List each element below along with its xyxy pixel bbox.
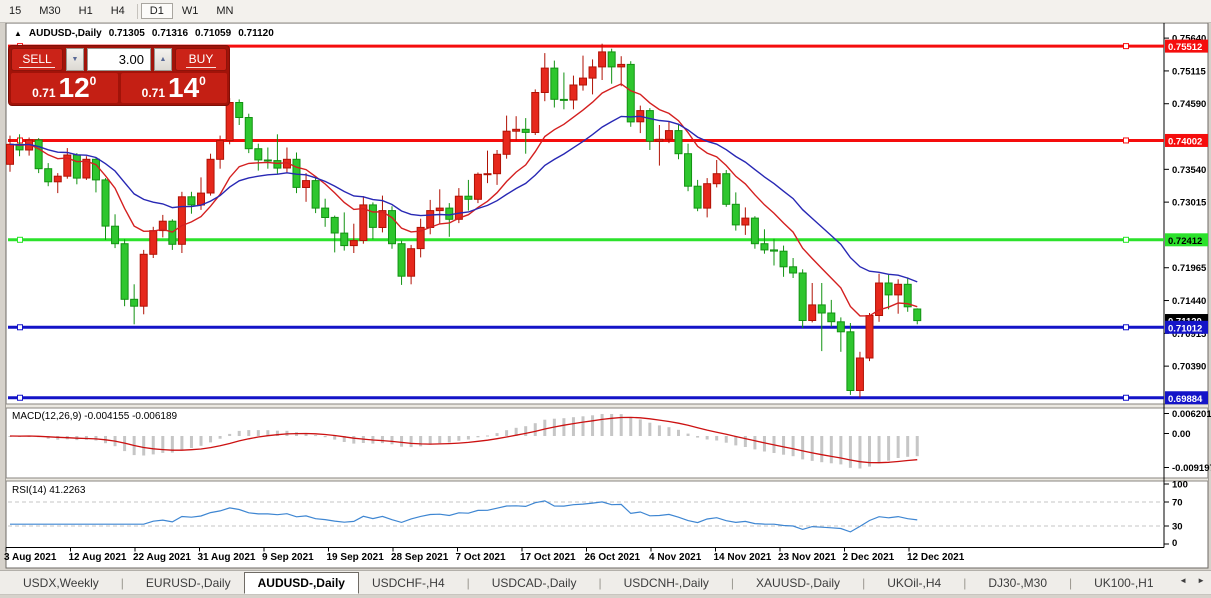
svg-text:12 Aug 2021: 12 Aug 2021 (69, 552, 127, 563)
tab-usdcnh-daily[interactable]: USDCNH-,Daily (587, 574, 719, 592)
tab-eurusd-daily[interactable]: EURUSD-,Daily (110, 574, 242, 592)
svg-text:0.75115: 0.75115 (1172, 66, 1207, 77)
sell-button-label: SELL (19, 52, 55, 68)
toolbar-separator (136, 3, 138, 19)
buy-price-prefix: 0.71 (141, 86, 165, 100)
svg-text:0.72412: 0.72412 (1168, 236, 1202, 247)
volume-increase-button[interactable]: ▲ (154, 48, 172, 71)
svg-text:RSI(14) 41.2263: RSI(14) 41.2263 (12, 485, 86, 496)
sell-price-prefix: 0.71 (32, 86, 56, 100)
timeframe-w1[interactable]: W1 (181, 5, 199, 17)
svg-text:0: 0 (1172, 538, 1177, 549)
svg-text:26 Oct 2021: 26 Oct 2021 (585, 552, 641, 563)
svg-text:17 Oct 2021: 17 Oct 2021 (520, 552, 576, 563)
ohlc-high: 0.71316 (151, 28, 189, 39)
timeframe-m15[interactable]: 15 (9, 5, 22, 17)
sell-button[interactable]: SELL (11, 48, 63, 71)
svg-text:3 Aug 2021: 3 Aug 2021 (4, 552, 57, 563)
volume-input[interactable] (87, 48, 151, 71)
tab-scroll-right-icon[interactable]: ► (1197, 576, 1205, 585)
chart-canvas[interactable]: 0.756400.751150.745900.735400.730150.719… (0, 0, 1211, 570)
ohlc-open: 0.71305 (108, 28, 145, 39)
buy-button-label: BUY (185, 52, 217, 68)
svg-text:19 Sep 2021: 19 Sep 2021 (327, 552, 385, 563)
one-click-trading-panel: SELL ▼ ▲ BUY 0.71 12 0 0.71 14 0 (8, 45, 230, 106)
timeframe-toolbar: 15 M30 H1 H4 D1 W1 MN (0, 0, 1211, 23)
date-axis: 3 Aug 2021 12 Aug 2021 22 Aug 2021 31 Aug 2… (4, 547, 965, 563)
buy-price-big: 14 (168, 71, 200, 103)
tab-usdchf-h4[interactable]: USDCHF-,H4 (371, 575, 445, 590)
svg-text:-0.009197: -0.009197 (1172, 463, 1211, 474)
svg-text:12 Dec 2021: 12 Dec 2021 (907, 552, 965, 563)
tab-usdx-weekly[interactable]: USDX,Weekly (23, 575, 99, 590)
svg-text:0.00: 0.00 (1172, 429, 1191, 440)
svg-text:0.74002: 0.74002 (1168, 136, 1202, 147)
volume-decrease-button[interactable]: ▼ (66, 48, 84, 71)
svg-text:0.71965: 0.71965 (1172, 263, 1207, 274)
svg-text:0.70390: 0.70390 (1172, 362, 1206, 373)
chart-ohlc-readout: ▲ AUDUSD-,Daily 0.71305 0.71316 0.71059 … (14, 28, 274, 39)
svg-text:30: 30 (1172, 522, 1183, 533)
svg-text:2 Dec 2021: 2 Dec 2021 (843, 552, 895, 563)
sell-price-display[interactable]: 0.71 12 0 (11, 73, 118, 103)
price-axis: 0.75640 0.75115 0.74590 0.73540 0.73015 0.719… (1164, 34, 1207, 373)
svg-text:0.69884: 0.69884 (1168, 394, 1203, 405)
svg-text:31 Aug 2021: 31 Aug 2021 (198, 552, 256, 563)
svg-text:MACD(12,26,9) -0.004155 -0.006: MACD(12,26,9) -0.004155 -0.006189 (12, 411, 178, 422)
svg-text:0.73540: 0.73540 (1172, 165, 1206, 176)
svg-text:100: 100 (1172, 480, 1188, 491)
svg-text:28 Sep 2021: 28 Sep 2021 (391, 552, 449, 563)
svg-text:23 Nov 2021: 23 Nov 2021 (778, 552, 836, 563)
chart-symbol-label: AUDUSD-,Daily (28, 28, 102, 39)
symbol-marker-icon: ▲ (14, 29, 22, 38)
buy-button[interactable]: BUY (175, 48, 227, 71)
svg-text:0.73015: 0.73015 (1172, 198, 1207, 209)
tab-ukoil-h4[interactable]: UKOil-,H4 (851, 574, 952, 592)
svg-text:4 Nov 2021: 4 Nov 2021 (649, 552, 702, 563)
svg-text:22 Aug 2021: 22 Aug 2021 (133, 552, 191, 563)
timeframe-h1[interactable]: H1 (78, 5, 93, 17)
chart-frame (5, 22, 1209, 569)
svg-text:14 Nov 2021: 14 Nov 2021 (714, 552, 772, 563)
svg-text:0.74590: 0.74590 (1172, 99, 1206, 110)
tab-xauusd-daily[interactable]: XAUUSD-,Daily (720, 574, 851, 592)
svg-text:0.70915: 0.70915 (1172, 329, 1207, 340)
timeframe-h4[interactable]: H4 (110, 5, 125, 17)
timeframe-m30[interactable]: M30 (39, 5, 61, 17)
tab-audusd-daily[interactable]: AUDUSD-,Daily (243, 571, 359, 594)
buy-price-display[interactable]: 0.71 14 0 (120, 71, 227, 103)
svg-text:70: 70 (1172, 498, 1183, 509)
svg-text:0.006201: 0.006201 (1172, 409, 1211, 420)
moving-averages (9, 83, 918, 317)
ohlc-close: 0.71120 (238, 28, 274, 39)
tab-usdcad-daily[interactable]: USDCAD-,Daily (456, 574, 588, 592)
svg-text:7 Oct 2021: 7 Oct 2021 (456, 552, 506, 563)
price-axis-labels: 0.711200.755120.740020.724120.710120.698… (1165, 39, 1208, 405)
rsi-pane: RSI(14) 41.2263 100 70 30 0 (8, 480, 1188, 549)
ohlc-low: 0.71059 (195, 28, 232, 39)
sell-price-pips: 0 (89, 74, 97, 88)
svg-text:9 Sep 2021: 9 Sep 2021 (262, 552, 314, 563)
svg-text:0.75640: 0.75640 (1172, 34, 1206, 45)
svg-text:0.71012: 0.71012 (1168, 323, 1202, 334)
candles (6, 43, 922, 398)
tab-uk100-h1[interactable]: UK100-,H1 (1058, 574, 1165, 592)
chart-tab-bar: USDX,Weekly EURUSD-,Daily AUDUSD-,Daily … (0, 570, 1211, 595)
buy-price-pips: 0 (199, 74, 206, 88)
tab-dj30-m30[interactable]: DJ30-,M30 (952, 574, 1058, 592)
tab-scroll-buttons: ◄ ► (1179, 576, 1205, 585)
macd-pane: MACD(12,26,9) -0.004155 -0.006189 0.00620… (8, 409, 1211, 474)
timeframe-d1[interactable]: D1 (140, 3, 173, 19)
chevron-up-icon: ▲ (159, 56, 167, 63)
tab-scroll-left-icon[interactable]: ◄ (1179, 576, 1188, 585)
timeframe-mn[interactable]: MN (216, 5, 234, 17)
chevron-down-icon: ▼ (71, 56, 79, 63)
svg-text:0.75512: 0.75512 (1168, 42, 1202, 53)
svg-text:0.71440: 0.71440 (1172, 296, 1206, 307)
sell-price-big: 12 (58, 71, 90, 103)
